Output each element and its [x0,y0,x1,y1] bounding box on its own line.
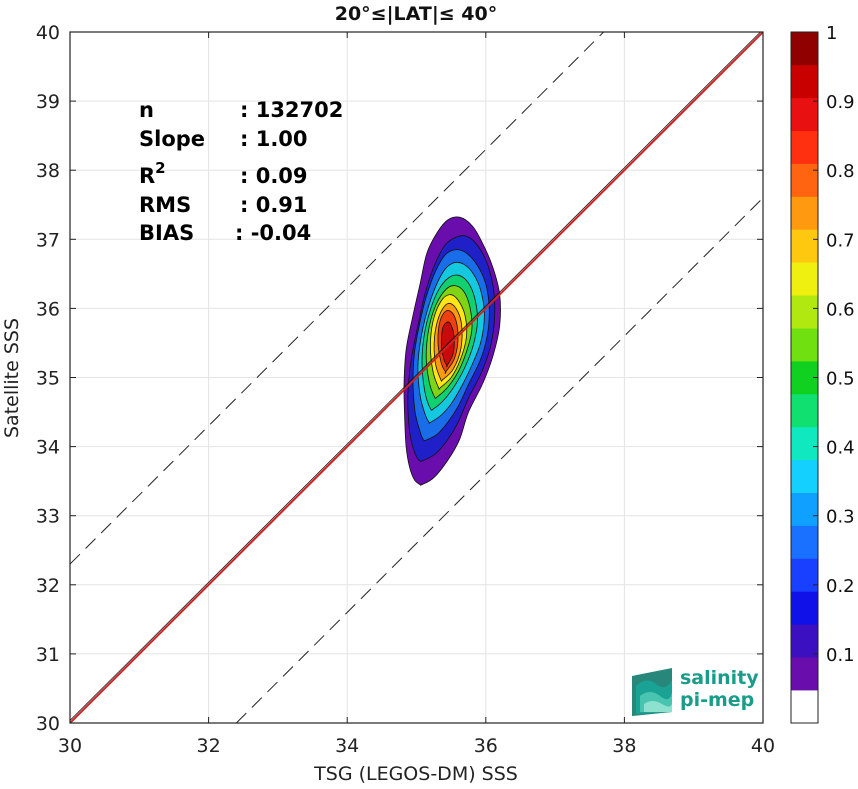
y-tick-label-3: 33 [36,506,60,528]
y-axis-ticks: 30 31 32 33 34 35 36 37 38 39 40 [36,22,763,735]
y-tick-label-7: 37 [36,229,60,251]
x-tick-label-1: 32 [197,735,221,757]
x-tick-label-0: 30 [58,735,82,757]
x-axis-label: TSG (LEGOS-DM) SSS [313,763,518,785]
x-tick-label-5: 40 [751,735,775,757]
chart-title: 20°≤|LAT|≤ 40° [335,3,498,25]
ref-line-upper-dashed [70,32,604,565]
colorbar [790,31,819,724]
y-tick-label-4: 34 [36,437,60,459]
logo-text-line1: salinity [680,667,759,689]
reference-lines [70,32,763,723]
colorbar-band-4 [791,558,818,592]
colorbar-tick-label-5: 0.6 [826,299,855,320]
density-contours [403,216,501,486]
y-tick-label-1: 31 [36,644,60,666]
colorbar-band-16 [791,163,818,197]
colorbar-band-0 [791,690,818,724]
colorbar-tick-label-9: 1 [826,23,837,44]
salinity-pi-mep-logo: salinity pi-mep [632,667,759,716]
y-tick-label-2: 32 [36,575,60,597]
stat-value-4: : -0.04 [235,221,311,245]
ref-line-one-to-one-shadow [70,32,762,721]
y-axis-label: Satellite SSS [1,318,23,438]
stat-label-0: n [139,98,154,122]
colorbar-tick-label-3: 0.4 [826,438,855,459]
stat-label-1: Slope [139,127,205,151]
stat-value-3: : 0.91 [240,193,308,217]
colorbar-tick-label-0: 0.1 [826,645,855,666]
colorbar-band-1 [791,657,818,691]
colorbar-tick-label-2: 0.3 [826,507,855,528]
x-tick-label-4: 38 [612,735,636,757]
ref-line-one-to-one [70,32,763,723]
stat-value-0: : 132702 [240,98,343,122]
colorbar-tick-label-1: 0.2 [826,576,855,597]
y-tick-label-8: 38 [36,160,60,182]
y-tick-label-0: 30 [36,713,60,735]
stat-label-2: R2 [139,159,166,188]
colorbar-band-19 [791,64,818,99]
colorbar-band-2 [791,624,818,658]
stat-superscript: 2 [155,159,165,177]
colorbar-band-7 [791,459,818,493]
x-tick-label-2: 34 [335,735,359,757]
colorbar-band-17 [791,130,818,164]
colorbar-tick-label-8: 0.9 [826,92,855,113]
colorbar-band-15 [791,196,818,230]
logo-text-line2: pi-mep [680,689,754,711]
y-tick-label-5: 35 [36,368,60,390]
colorbar-band-12 [791,295,818,329]
stats-panel: n : 132702 Slope : 1.00 R2 : 0.09 RMS : 0.91 BIA… [139,98,343,245]
stat-label-3: RMS [139,193,191,217]
stat-label-4: BIAS [139,221,194,245]
logo-wave-icon [632,668,672,716]
colorbar-band-6 [791,492,818,526]
colorbar-band-8 [791,426,818,461]
colorbar-band-13 [791,262,818,296]
colorbar-band-20 [791,32,818,66]
colorbar-band-9 [791,393,818,428]
ref-line-lower-dashed [235,197,763,723]
colorbar-tick-label-4: 0.5 [826,369,855,390]
y-tick-label-6: 36 [36,298,60,320]
stat-value-2: : 0.09 [240,164,308,188]
colorbar-band-5 [791,525,818,559]
colorbar-tick-label-7: 0.8 [826,161,855,182]
x-axis-ticks: 30 32 34 36 38 40 [58,32,775,757]
contour-level-9 [440,321,455,368]
colorbar-band-3 [791,591,818,625]
stat-value-1: : 1.00 [240,127,308,151]
y-tick-label-10: 40 [36,22,60,44]
colorbar-tick-label-6: 0.7 [826,230,855,251]
colorbar-band-11 [791,328,818,362]
x-tick-label-3: 36 [474,735,498,757]
colorbar-ticks: 0.1 0.2 0.3 0.4 0.5 0.6 0.7 0.8 0.9 1 [813,23,855,666]
y-tick-label-9: 39 [36,91,60,113]
colorbar-band-14 [791,229,818,263]
colorbar-band-18 [791,97,818,132]
